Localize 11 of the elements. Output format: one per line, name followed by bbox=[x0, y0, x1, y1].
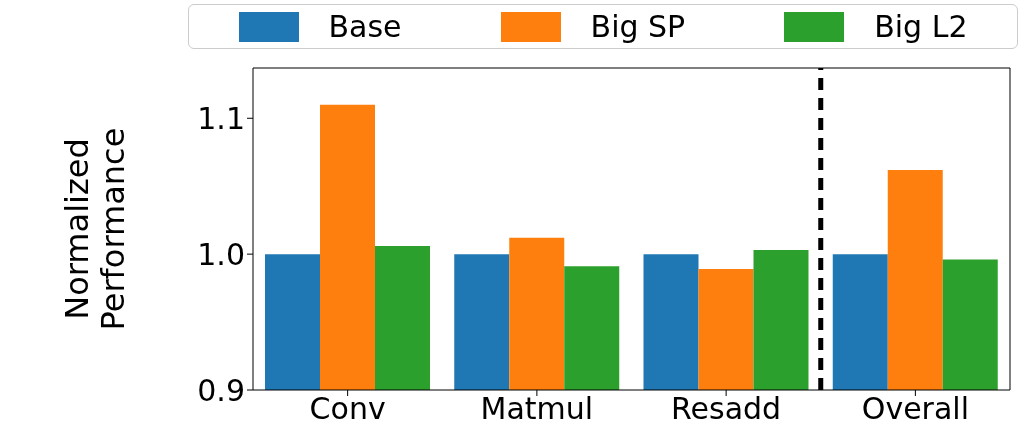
y-tick-label: 0.9 bbox=[197, 372, 245, 408]
legend-label: Base bbox=[328, 9, 402, 44]
legend-label: Big SP bbox=[590, 9, 686, 44]
x-tick-label: Matmul bbox=[480, 391, 594, 427]
legend-label: Big L2 bbox=[874, 9, 968, 44]
x-tick-label: Overall bbox=[861, 391, 969, 427]
x-tick-label: Conv bbox=[309, 391, 386, 427]
y-axis-title: Normalized Performance bbox=[58, 127, 132, 331]
y-tick-label: 1.1 bbox=[197, 100, 245, 136]
x-tick-label: Resadd bbox=[671, 391, 782, 427]
y-tick-label: 1.0 bbox=[197, 236, 245, 272]
